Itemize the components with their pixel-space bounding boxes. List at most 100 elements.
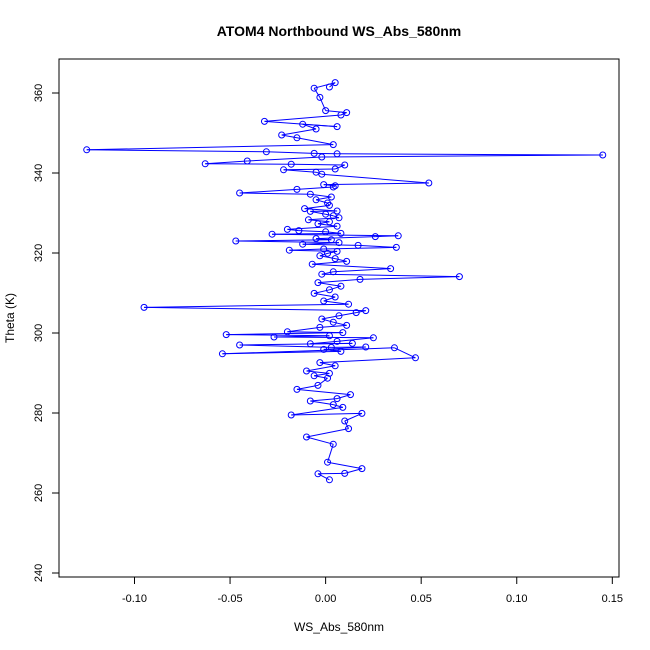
series-line-segment xyxy=(321,173,429,184)
data-point xyxy=(333,247,341,255)
x-axis-label: WS_Abs_580nm xyxy=(294,620,384,634)
data-point xyxy=(331,182,339,190)
series-line-segment xyxy=(314,82,336,89)
series-line-segment xyxy=(316,236,376,240)
data-point xyxy=(322,210,330,218)
data-point xyxy=(352,309,360,317)
data-point xyxy=(333,123,341,131)
data-point xyxy=(318,315,326,323)
x-tick-label: 0.00 xyxy=(315,593,336,605)
data-point xyxy=(329,318,337,326)
data-point xyxy=(316,323,324,331)
data-point xyxy=(270,333,278,341)
data-point xyxy=(327,236,335,244)
series-line-segment xyxy=(235,240,340,244)
series-line-segment xyxy=(296,137,334,146)
data-point xyxy=(390,344,398,352)
data-point xyxy=(343,257,351,265)
data-point xyxy=(329,183,337,191)
series-line-segment xyxy=(321,273,460,278)
series-line-segment xyxy=(323,296,336,302)
x-tick-label: -0.05 xyxy=(218,593,243,605)
series-line-segment xyxy=(319,97,327,111)
data-point xyxy=(333,150,341,158)
series-line-segment xyxy=(323,182,429,186)
data-point xyxy=(331,293,339,301)
y-axis-label: Theta (K) xyxy=(3,293,17,343)
data-point xyxy=(327,193,335,201)
data-point xyxy=(333,395,341,403)
series-line-segment xyxy=(239,192,311,195)
data-point xyxy=(362,307,370,315)
series-line-segment xyxy=(323,184,336,187)
data-point xyxy=(322,107,330,115)
series-line-segment xyxy=(296,384,319,390)
series-line-segment xyxy=(296,186,334,190)
data-point xyxy=(411,354,419,362)
data-point xyxy=(331,255,339,263)
data-point xyxy=(283,328,291,336)
data-point xyxy=(308,260,316,268)
data-point xyxy=(312,125,320,133)
data-point xyxy=(320,245,328,253)
data-point xyxy=(358,409,366,417)
series-line-segment xyxy=(306,428,349,438)
data-point xyxy=(329,440,337,448)
x-tick-label: 0.05 xyxy=(410,593,431,605)
series-line-segment xyxy=(319,324,347,328)
series-line-segment xyxy=(239,342,353,346)
data-point xyxy=(306,397,314,405)
series-line-segment xyxy=(321,154,603,158)
data-point xyxy=(295,227,303,235)
series-line-segment xyxy=(144,306,366,312)
data-point xyxy=(335,312,343,320)
series-line-segment xyxy=(333,321,347,326)
series-line-segment xyxy=(333,185,336,188)
data-point xyxy=(314,470,322,478)
series-line-segment xyxy=(344,420,350,429)
series-line-segment xyxy=(266,151,315,154)
series-line-segment xyxy=(291,406,343,416)
series-line-segment xyxy=(325,110,347,114)
data-point xyxy=(343,109,351,117)
series-line-segment xyxy=(317,377,328,386)
series-line-segment xyxy=(327,461,363,470)
series-line-segment xyxy=(291,412,362,416)
data-point xyxy=(324,249,332,257)
x-tick-label: 0.10 xyxy=(506,593,527,605)
series-line-segment xyxy=(325,213,334,217)
data-point xyxy=(293,185,301,193)
data-point xyxy=(304,216,312,224)
data-point xyxy=(283,225,291,233)
series-line-segment xyxy=(226,334,330,337)
y-axis: 240 260 280 300 320 340 360 xyxy=(33,84,60,582)
data-point xyxy=(362,343,370,351)
data-point xyxy=(358,465,366,473)
series-line-segment xyxy=(298,230,326,233)
data-point xyxy=(324,458,332,466)
y-tick-label: 240 xyxy=(33,564,45,582)
data-point xyxy=(316,252,324,260)
series-line-segment xyxy=(312,260,347,265)
series-line-segment xyxy=(375,235,399,238)
data-point xyxy=(262,148,270,156)
data-point xyxy=(322,228,330,236)
data-point xyxy=(325,369,333,377)
series-line-segment xyxy=(222,347,395,355)
series-line-segment xyxy=(302,123,338,128)
data-point xyxy=(335,214,343,222)
data-point xyxy=(356,275,364,283)
data-point xyxy=(325,286,333,294)
data-point xyxy=(316,93,324,101)
data-point xyxy=(310,149,318,157)
data-point xyxy=(392,243,400,251)
y-tick-label: 260 xyxy=(33,484,45,502)
data-point xyxy=(293,385,301,393)
series-line-segment xyxy=(333,404,343,408)
series-line-segment xyxy=(302,243,359,246)
data-point xyxy=(333,222,341,230)
data-point xyxy=(222,331,230,339)
data-point xyxy=(325,476,333,484)
series-line-segment xyxy=(296,388,351,396)
